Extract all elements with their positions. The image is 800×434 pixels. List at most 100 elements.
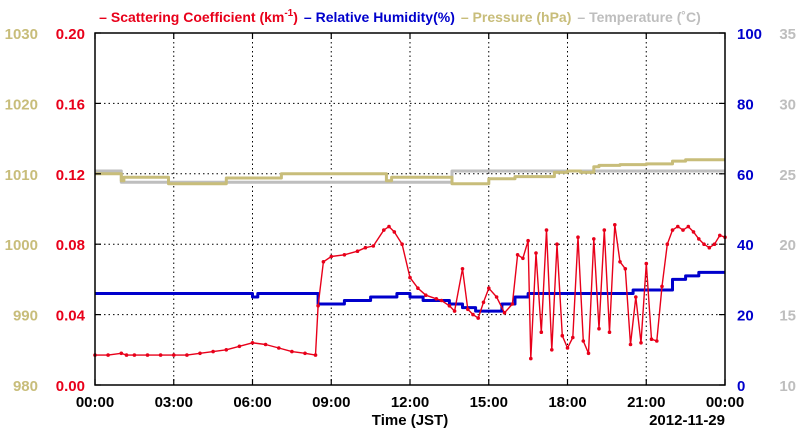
scattering-coefficient-point xyxy=(355,249,360,253)
scattering-coefficient-point xyxy=(628,342,633,347)
scattering-coefficient-point xyxy=(476,316,481,320)
pressure-axis-tick-label: 990 xyxy=(13,308,38,325)
scattering-coefficient-point xyxy=(321,260,326,264)
scattering-coefficient-point xyxy=(145,353,150,357)
scattering-coefficient-point xyxy=(521,256,525,261)
scattering-coefficient-point xyxy=(303,351,307,356)
scattering-coefficient-point xyxy=(681,228,685,232)
scattering-coefficient-point xyxy=(718,233,722,238)
humidity-axis-tick-label: 40 xyxy=(737,237,754,254)
scattering-coefficient-point xyxy=(481,300,486,305)
scattering-coefficient-point xyxy=(387,224,391,229)
temperature-axis-tick-label: 25 xyxy=(779,167,796,184)
x-tick-label: 21:00 xyxy=(627,394,665,411)
scattering-coefficient-point xyxy=(211,349,215,354)
temperature-axis-tick-label: 35 xyxy=(779,26,796,43)
axes: 00:00 03:00 06:00 09:00 12:00 15:00 18:00 21:00… xyxy=(5,26,796,411)
x-tick-label: 03:00 xyxy=(155,394,193,411)
humidity-axis-tick-label: 0 xyxy=(737,378,745,395)
scattering-coefficient-point xyxy=(416,286,420,291)
scattering-coefficient-point xyxy=(132,353,137,357)
scattering-coefficient-point xyxy=(565,346,570,350)
scattering-coefficient-point xyxy=(487,286,491,291)
scattering-coefficient-point xyxy=(555,242,559,246)
temperature-axis-tick-label: 20 xyxy=(779,237,796,254)
scattering-coefficient-point xyxy=(392,230,397,234)
x-tick-label: 00:00 xyxy=(706,394,744,411)
scattering-coefficient-point xyxy=(158,353,163,357)
scattering-coefficient-point xyxy=(544,228,549,232)
temperature-line xyxy=(95,169,725,184)
scattering-coefficient-point xyxy=(592,237,596,241)
scattering-coefficient-point xyxy=(316,304,320,308)
x-tick-label: 06:00 xyxy=(233,394,271,411)
legend-marker: – xyxy=(577,9,589,25)
temperature-axis-tick-label: 15 xyxy=(779,308,796,325)
pressure-line xyxy=(95,158,725,186)
scattering-coefficient-point xyxy=(510,302,515,306)
scattering-coefficient-point xyxy=(697,237,701,241)
scattering-coefficient-point xyxy=(560,333,565,338)
scattering-coefficient-point xyxy=(712,242,717,246)
scattering-coefficient-point xyxy=(539,330,544,335)
scattering-coefficient-point xyxy=(466,307,470,312)
scattering-coefficient-point xyxy=(460,267,465,271)
scattering-coefficient-point xyxy=(400,242,404,246)
legend-entry-text: Pressure (hPa) xyxy=(473,9,572,25)
scattering-coefficient-point xyxy=(649,337,654,342)
pressure-axis-tick-label: 1000 xyxy=(5,237,38,254)
scattering-coefficient-point xyxy=(571,335,575,340)
scattering-coefficient-point xyxy=(534,251,538,255)
scattering-coefficient-point xyxy=(172,353,176,357)
scattering-coefficient-point xyxy=(613,223,617,227)
scattering-coefficient-point xyxy=(224,348,229,352)
scattering-coefficient-point xyxy=(665,242,670,246)
scattering-coefficient-point xyxy=(618,260,622,264)
scattering-coefficient-point xyxy=(447,304,452,308)
scattering-coefficient-point xyxy=(185,353,189,357)
scattering-coefficient-point xyxy=(702,242,706,246)
scattering-coefficient-point xyxy=(660,284,664,289)
scattering-coefficient-point xyxy=(576,235,580,239)
scattering-coefficient-point xyxy=(408,275,412,280)
scattering-coefficient-point xyxy=(526,238,530,243)
scattering-coefficient-point xyxy=(586,351,591,356)
scattering-coefficient-point xyxy=(686,224,691,229)
scattering-coefficient-point xyxy=(655,339,659,343)
legend-marker: – xyxy=(304,9,316,25)
humidity-axis-tick-label: 100 xyxy=(737,26,762,43)
legend-entry-text: Temperature (˚C) xyxy=(589,9,701,25)
legend-marker: – xyxy=(99,9,111,25)
scattering-coefficient-point xyxy=(639,341,643,345)
pressure-axis-tick-label: 1010 xyxy=(5,167,38,184)
legend-entry-superscript: -1 xyxy=(284,8,293,19)
scattering-axis-tick-label: 0.20 xyxy=(56,26,85,43)
scattering-coefficient-point xyxy=(198,351,202,356)
scattering-axis-tick-label: 0.12 xyxy=(56,167,85,184)
scattering-coefficient-point xyxy=(676,224,680,229)
scattering-coefficient-point xyxy=(382,228,386,232)
x-tick-label: 09:00 xyxy=(312,394,350,411)
scattering-coefficient-point xyxy=(550,348,554,352)
series-layer xyxy=(93,158,727,361)
scattering-coefficient-point xyxy=(602,228,607,232)
pressure-axis-tick-label: 1020 xyxy=(5,96,38,113)
scattering-coefficient-point xyxy=(597,326,601,331)
legend-entry-text: Scattering Coefficient (km xyxy=(111,9,284,25)
scattering-coefficient-point xyxy=(691,230,696,234)
humidity-axis-tick-label: 20 xyxy=(737,308,754,325)
temperature-axis-tick-label: 10 xyxy=(779,378,796,395)
scattering-coefficient-point xyxy=(119,351,124,356)
scattering-coefficient-point xyxy=(277,346,281,350)
date-label: 2012-11-29 xyxy=(649,412,725,429)
scattering-coefficient-point xyxy=(644,261,649,266)
legend-marker: – xyxy=(461,9,473,25)
temperature-axis-tick-label: 30 xyxy=(779,96,796,113)
scattering-coefficient-point xyxy=(263,342,268,347)
scattering-coefficient-point xyxy=(494,295,499,299)
legend-entry-text: Relative Humidity(%) xyxy=(316,9,455,25)
x-tick-label: 12:00 xyxy=(391,394,429,411)
scattering-coefficient-point xyxy=(342,253,347,257)
humidity-axis-tick-label: 80 xyxy=(737,96,754,113)
